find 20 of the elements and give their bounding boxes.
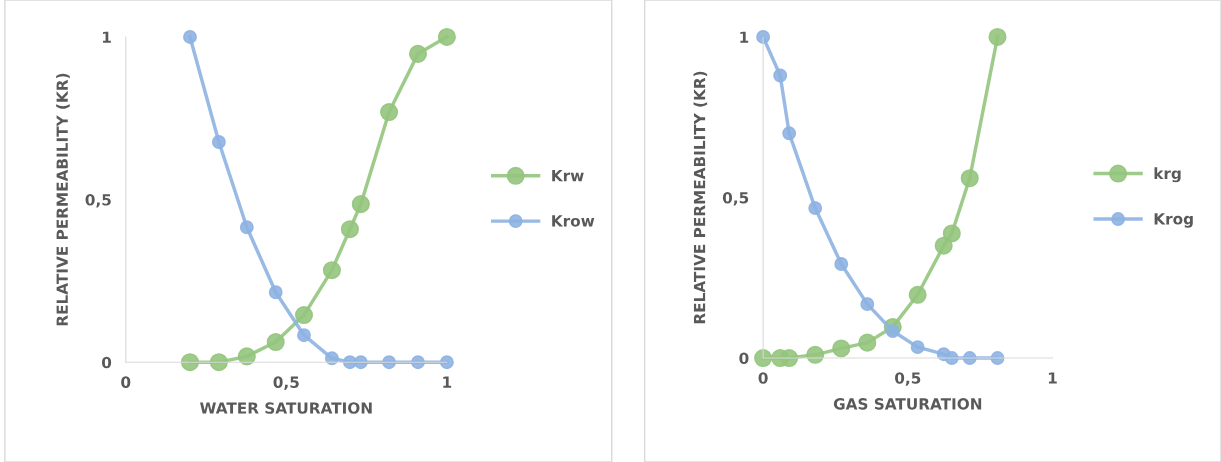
- x-tick-label: 0: [758, 372, 768, 384]
- x-tick-label: 0,5: [273, 376, 299, 390]
- legend-label: Krw: [552, 169, 584, 182]
- y-tick-label: 0,5: [722, 191, 749, 206]
- x-tick-label: 1: [443, 376, 452, 388]
- legend-label: Krow: [552, 215, 595, 227]
- x-axis-title: GAS SATURATION: [833, 398, 982, 410]
- legend-label: Krog: [1154, 213, 1193, 228]
- x-tick-label: 0,5: [895, 372, 921, 386]
- y-tick-label: 1: [740, 31, 749, 43]
- y-tick-label: 0,5: [85, 194, 111, 208]
- y-axis-title: RELATIVE PERMEABILITY (KR): [693, 71, 708, 324]
- x-axis-title: WATER SATURATION: [200, 402, 372, 414]
- y-axis-title: RELATIVE PERMEABILITY (KR): [56, 73, 70, 326]
- x-tick-label: 1: [1048, 372, 1057, 384]
- y-tick-label: 0: [739, 352, 749, 365]
- y-tick-label: 0: [101, 356, 112, 369]
- legend-label: krg: [1154, 167, 1181, 183]
- x-tick-label: 0: [121, 376, 131, 388]
- y-tick-label: 1: [102, 31, 111, 43]
